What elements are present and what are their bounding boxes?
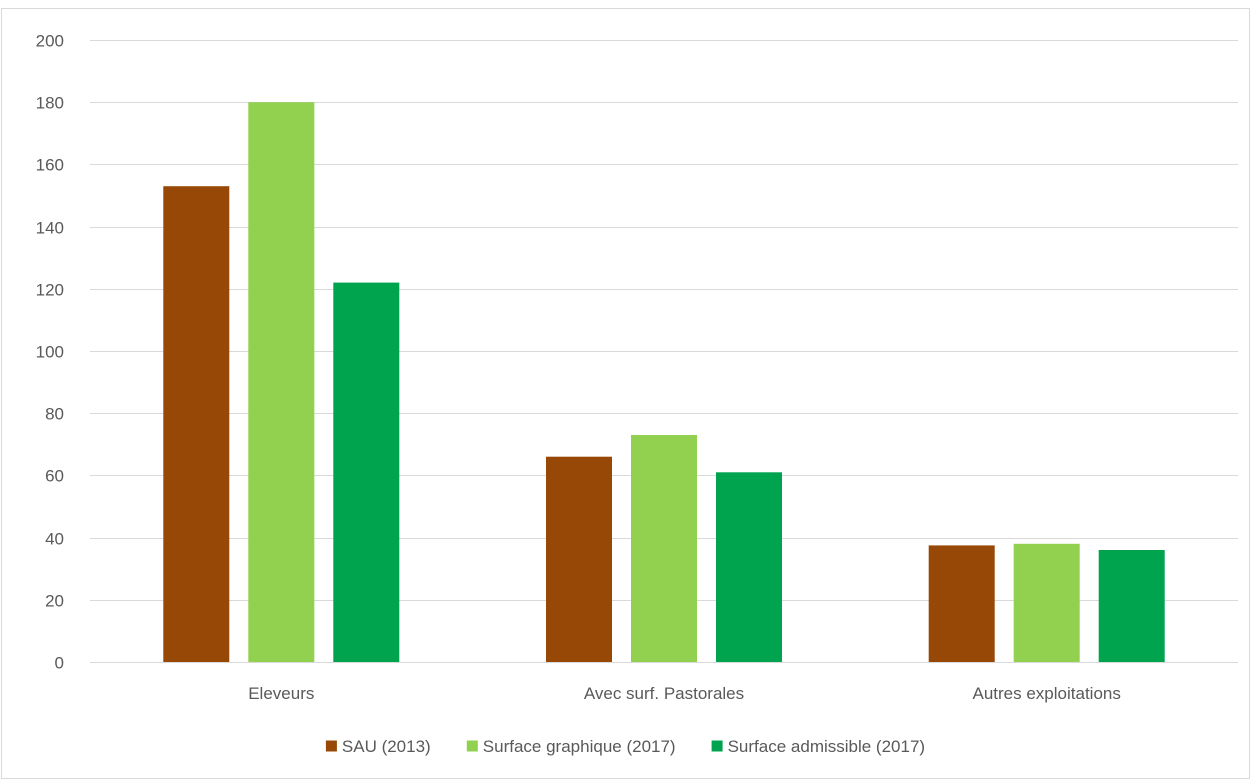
legend-label: Surface admissible (2017) (728, 737, 925, 756)
y-tick-label: 140 (36, 219, 64, 238)
bars (163, 102, 1165, 662)
bar (928, 545, 995, 662)
bar (1098, 550, 1165, 662)
legend-label: Surface graphique (2017) (483, 737, 676, 756)
bar (631, 435, 697, 662)
y-tick-label: 160 (36, 156, 64, 175)
y-tick-label: 20 (45, 592, 64, 611)
legend-swatch (711, 740, 723, 752)
y-tick-label: 0 (55, 654, 64, 673)
bar (546, 456, 612, 662)
y-tick-label: 100 (36, 343, 64, 362)
bar (333, 282, 400, 662)
bar (163, 186, 230, 662)
x-category-label: Autres exploitations (973, 684, 1121, 703)
y-tick-label: 200 (36, 32, 64, 51)
legend: SAU (2013) Surface graphique (2017) Surfac… (325, 737, 925, 756)
y-tick-label: 60 (45, 467, 64, 486)
bar (1013, 543, 1080, 662)
bar (248, 102, 315, 662)
y-tick-label: 120 (36, 281, 64, 300)
chart-frame: 0 20 40 60 80 100 120 140 160 180 200 Eleveurs Avec… (1, 8, 1250, 779)
bar (716, 472, 782, 662)
legend-label: SAU (2013) (342, 737, 431, 756)
y-tick-label: 40 (45, 530, 64, 549)
x-axis-category-labels: Eleveurs Avec surf. Pastorales Autres expl… (248, 684, 1121, 703)
legend-swatch (325, 740, 337, 752)
bar-chart: 0 20 40 60 80 100 120 140 160 180 200 Eleveurs Avec… (36, 32, 1238, 756)
y-axis-tick-labels: 0 20 40 60 80 100 120 140 160 180 200 (36, 32, 64, 673)
x-category-label: Avec surf. Pastorales (584, 684, 744, 703)
legend-swatch (466, 740, 478, 752)
y-tick-label: 180 (36, 94, 64, 113)
x-category-label: Eleveurs (248, 684, 314, 703)
y-tick-label: 80 (45, 405, 64, 424)
